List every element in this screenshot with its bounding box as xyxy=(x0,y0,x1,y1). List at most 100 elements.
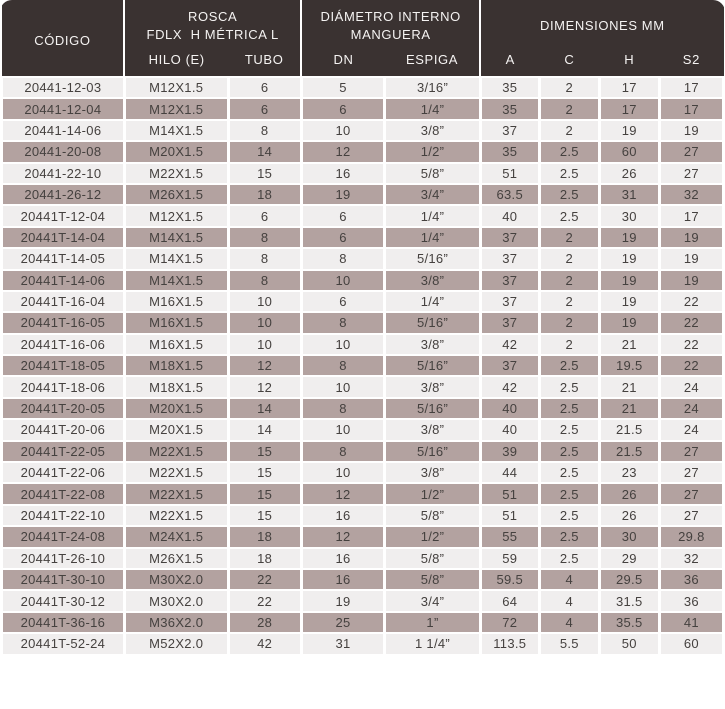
spec-table: CÓDIGO ROSCA FDLX H MÉTRICA L DIÁMETRO I… xyxy=(0,0,725,656)
table-cell: 37 xyxy=(478,247,541,271)
table-cell: 4 xyxy=(537,589,601,613)
table-cell: 35 xyxy=(478,97,541,121)
table-cell: 21.5 xyxy=(597,439,661,464)
table-cell: 20441T-22-06 xyxy=(0,461,126,485)
table-cell: 16 xyxy=(299,546,387,571)
table-row: 20441T-30-10 M30X2.0 22 16 5/8” 59.5 4 29.5 36 xyxy=(0,567,725,592)
table-row: 20441T-12-04 M12X1.5 6 6 1/4” 40 2.5 30 17 xyxy=(0,204,725,228)
table-cell: 5/8” xyxy=(383,567,482,592)
table-row: 20441T-16-04 M16X1.5 10 6 1/4” 37 2 19 22 xyxy=(0,289,725,314)
table-cell: 12 xyxy=(299,525,387,549)
table-cell: 5/16” xyxy=(383,439,482,464)
header-sub-row: HILO (E) TUBO DN ESPIGA A C H S2 xyxy=(2,48,724,77)
table-cell: 20441-14-06 xyxy=(0,118,126,143)
table-cell: 29.5 xyxy=(597,567,661,592)
table-cell: M16X1.5 xyxy=(122,332,230,357)
table-cell: 22 xyxy=(657,354,725,378)
table-cell: 60 xyxy=(657,632,725,656)
table-cell: 8 xyxy=(226,247,303,271)
table-cell: 20441T-12-04 xyxy=(0,204,126,228)
table-cell: 10 xyxy=(299,375,387,399)
table-cell: 2.5 xyxy=(537,439,601,464)
table-cell: 10 xyxy=(226,332,303,357)
table-cell: 10 xyxy=(226,311,303,335)
table-row: 20441T-36-16 M36X2.0 28 25 1” 72 4 35.5 41 xyxy=(0,610,725,635)
table-cell: 31 xyxy=(597,182,661,207)
table-cell: 22 xyxy=(226,567,303,592)
table-cell: 37 xyxy=(478,268,541,292)
table-cell: 5 xyxy=(299,75,387,100)
table-cell: 21 xyxy=(597,332,661,357)
table-cell: 27 xyxy=(657,503,725,528)
table-cell: M22X1.5 xyxy=(122,482,230,506)
table-cell: 8 xyxy=(226,268,303,292)
table-row: 20441-26-12 M26X1.5 18 19 3/4” 63.5 2.5 31 32 xyxy=(0,182,725,207)
table-cell: 64 xyxy=(478,589,541,613)
table-cell: 20441T-22-08 xyxy=(0,482,126,506)
table-cell: 22 xyxy=(657,311,725,335)
table-cell: 6 xyxy=(299,225,387,250)
table-cell: 26 xyxy=(597,482,661,506)
table-cell: 6 xyxy=(299,289,387,314)
table-cell: 19 xyxy=(597,225,661,250)
table-cell: 24 xyxy=(657,396,725,421)
table-cell: M20X1.5 xyxy=(122,418,230,442)
table-cell: 19 xyxy=(299,589,387,613)
table-cell: M14X1.5 xyxy=(122,225,230,250)
table-cell: 18 xyxy=(226,182,303,207)
table-cell: 15 xyxy=(226,503,303,528)
table-cell: 23 xyxy=(597,461,661,485)
table-cell: 32 xyxy=(657,182,725,207)
table-cell: 40 xyxy=(478,396,541,421)
table-cell: 5.5 xyxy=(537,632,601,656)
table-cell: 14 xyxy=(226,396,303,421)
table-cell: 8 xyxy=(226,118,303,143)
table-header: CÓDIGO ROSCA FDLX H MÉTRICA L DIÁMETRO I… xyxy=(1,0,724,77)
column-header-s2: S2 xyxy=(659,48,724,77)
group-header-diametro-line2: MANGUERA xyxy=(350,26,431,42)
column-header-codigo: CÓDIGO xyxy=(1,0,125,77)
column-header-tubo: TUBO xyxy=(228,48,302,77)
table-cell: 20441T-16-04 xyxy=(0,289,126,314)
table-cell: 2 xyxy=(537,225,601,250)
table-cell: 18 xyxy=(226,546,303,571)
table-cell: 19 xyxy=(657,268,725,292)
table-row: 20441T-22-08 M22X1.5 15 12 1/2” 51 2.5 26 27 xyxy=(0,482,725,506)
table-cell: 14 xyxy=(226,418,303,442)
table-cell: 1/2” xyxy=(383,525,482,549)
table-cell: 27 xyxy=(657,140,725,164)
table-row: 20441T-18-05 M18X1.5 12 8 5/16” 37 2.5 19.5 22 xyxy=(0,354,725,378)
column-header-hilo-e: HILO (E) xyxy=(123,48,229,77)
table-cell: M12X1.5 xyxy=(122,204,230,228)
table-cell: 5/16” xyxy=(383,354,482,378)
table-cell: 2.5 xyxy=(537,354,601,378)
table-cell: 26 xyxy=(597,503,661,528)
table-cell: 10 xyxy=(226,289,303,314)
table-cell: 2.5 xyxy=(537,461,601,485)
table-cell: 20441T-36-16 xyxy=(0,610,126,635)
table-cell: 40 xyxy=(478,418,541,442)
table-cell: 19 xyxy=(299,182,387,207)
table-cell: 8 xyxy=(299,311,387,335)
table-cell: M22X1.5 xyxy=(122,503,230,528)
table-cell: 42 xyxy=(478,332,541,357)
table-cell: 3/8” xyxy=(383,461,482,485)
table-cell: 20441T-22-05 xyxy=(0,439,126,464)
table-cell: 1/4” xyxy=(383,289,482,314)
table-cell: 35 xyxy=(478,75,541,100)
table-cell: 27 xyxy=(657,482,725,506)
table-cell: 21.5 xyxy=(597,418,661,442)
group-header-diametro-line1: DIÁMETRO INTERNO xyxy=(320,9,461,25)
table-cell: 8 xyxy=(299,354,387,378)
table-cell: 6 xyxy=(226,204,303,228)
table-cell: 21 xyxy=(597,375,661,399)
table-cell: 2.5 xyxy=(537,204,601,228)
table-cell: 4 xyxy=(537,610,601,635)
table-cell: 20441T-20-05 xyxy=(0,396,126,421)
table-row: 20441-12-03 M12X1.5 6 5 3/16” 35 2 17 17 xyxy=(0,75,725,100)
table-row: 20441T-22-05 M22X1.5 15 8 5/16” 39 2.5 21.5 27 xyxy=(0,439,725,464)
table-cell: 29.8 xyxy=(657,525,725,549)
table-row: 20441T-24-08 M24X1.5 18 12 1/2” 55 2.5 30 29.8 xyxy=(0,525,725,549)
table-cell: 28 xyxy=(226,610,303,635)
table-cell: M36X2.0 xyxy=(122,610,230,635)
